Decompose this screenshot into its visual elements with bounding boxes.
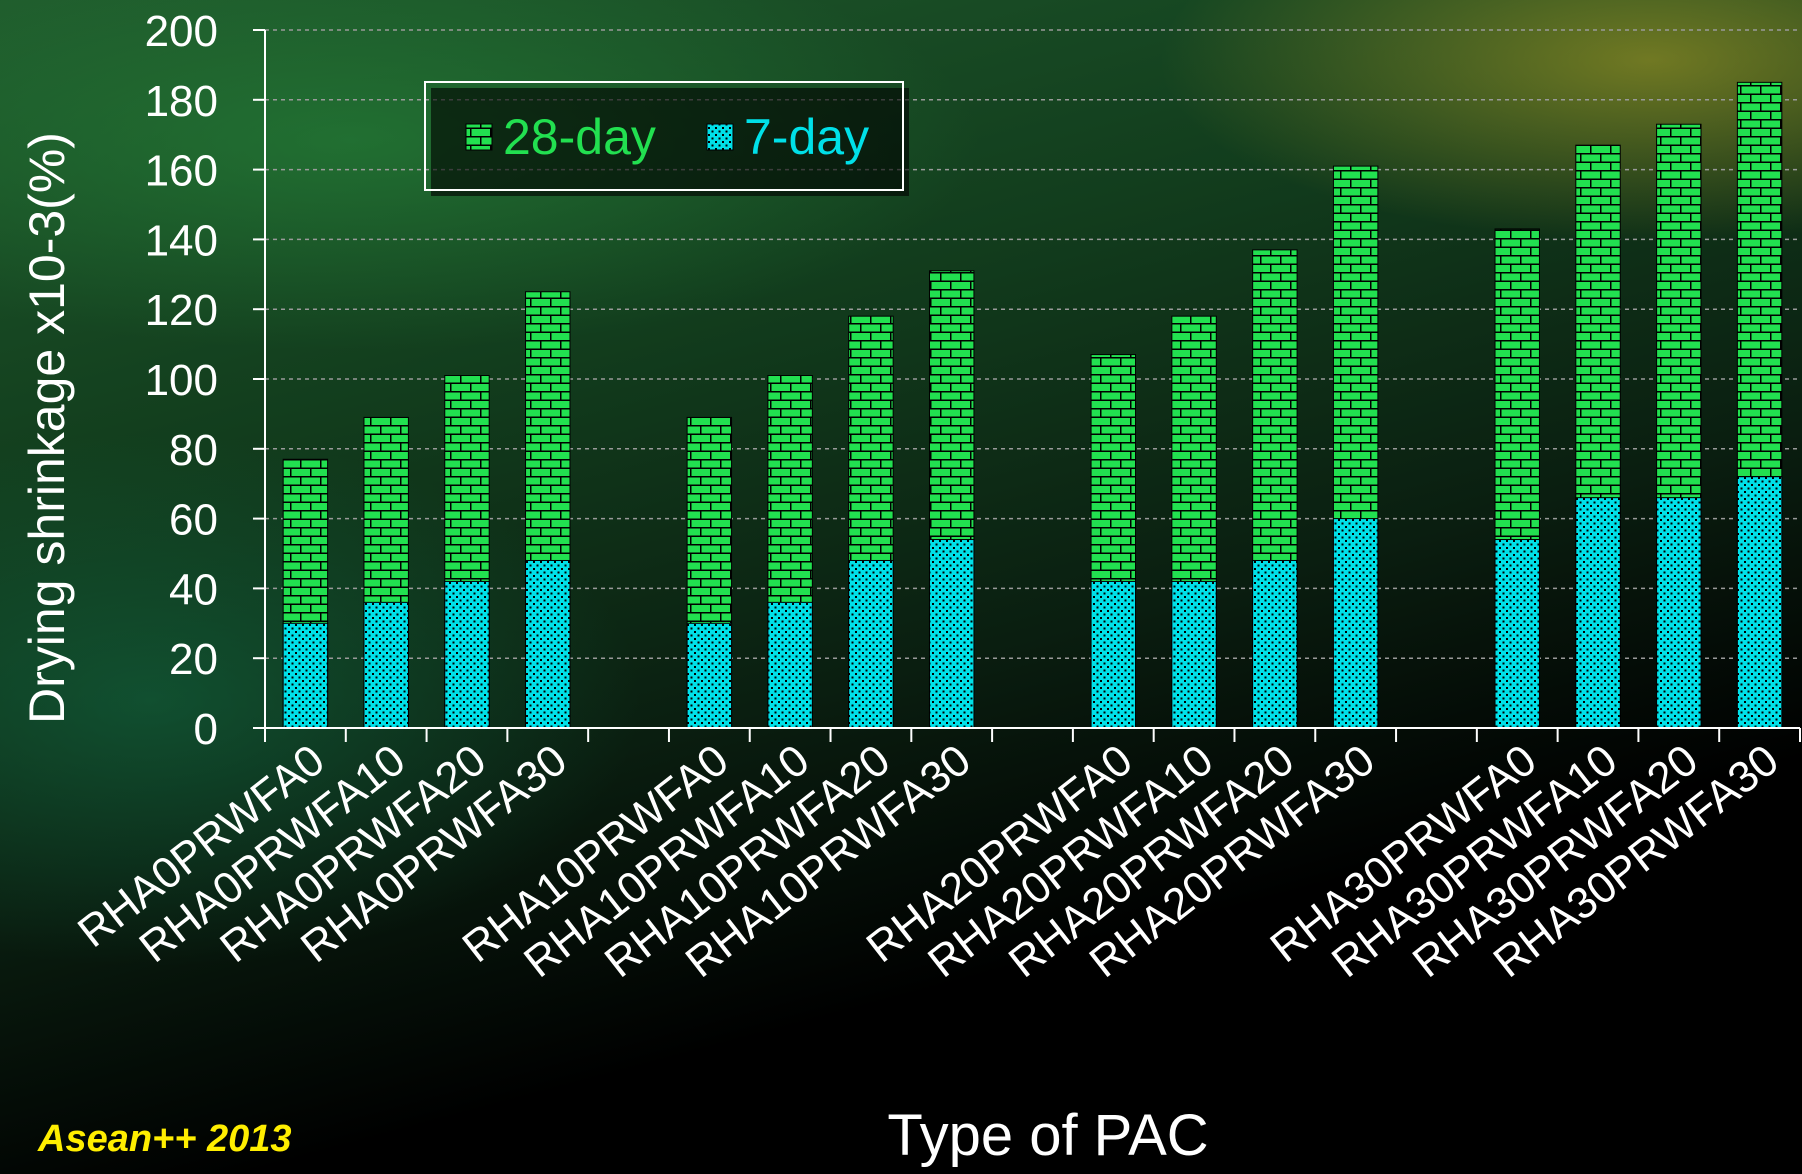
bar-7-day	[767, 601, 813, 729]
bar-7-day	[848, 559, 894, 729]
y-tick-label: 100	[145, 356, 218, 405]
legend-swatch	[706, 123, 734, 151]
bar-7-day	[1494, 539, 1540, 729]
bar-7-day	[282, 622, 329, 729]
bar-7-day	[363, 601, 409, 729]
bar-7-day	[1656, 497, 1702, 729]
y-tick-label: 0	[194, 705, 218, 754]
y-tick-label: 60	[169, 496, 218, 545]
bar-7-day	[1171, 580, 1217, 729]
bar-7-day	[1736, 476, 1783, 729]
bar-7-day	[444, 580, 490, 729]
bar-7-day	[1252, 559, 1298, 729]
y-tick-label: 120	[145, 286, 218, 335]
bar-7-day	[928, 539, 975, 729]
footer-tag: Asean++ 2013	[38, 1118, 292, 1160]
legend-shadow	[431, 88, 909, 196]
bar-7-day	[1332, 518, 1379, 729]
bar-7-day	[686, 622, 733, 729]
y-tick-label: 80	[169, 426, 218, 475]
y-tick-label: 200	[145, 7, 218, 56]
legend-swatch	[465, 123, 493, 151]
y-tick-label: 40	[169, 565, 218, 614]
y-axis-title: Drying shrinkage x10-3(%)	[19, 132, 75, 724]
bar-7-day	[525, 559, 571, 729]
y-tick-label: 20	[169, 635, 218, 684]
legend: 28-day 7-day	[424, 81, 909, 196]
legend-label: 28-day	[503, 109, 656, 165]
legend-label: 7-day	[744, 109, 869, 165]
legend-box	[424, 81, 904, 191]
x-axis-title: Type of PAC	[887, 1103, 1208, 1168]
y-tick-label: 160	[145, 147, 218, 196]
bar-7-day	[1575, 497, 1621, 729]
bar-7-day	[1090, 580, 1137, 729]
y-tick-label: 180	[145, 77, 218, 126]
y-tick-label: 140	[145, 216, 218, 265]
